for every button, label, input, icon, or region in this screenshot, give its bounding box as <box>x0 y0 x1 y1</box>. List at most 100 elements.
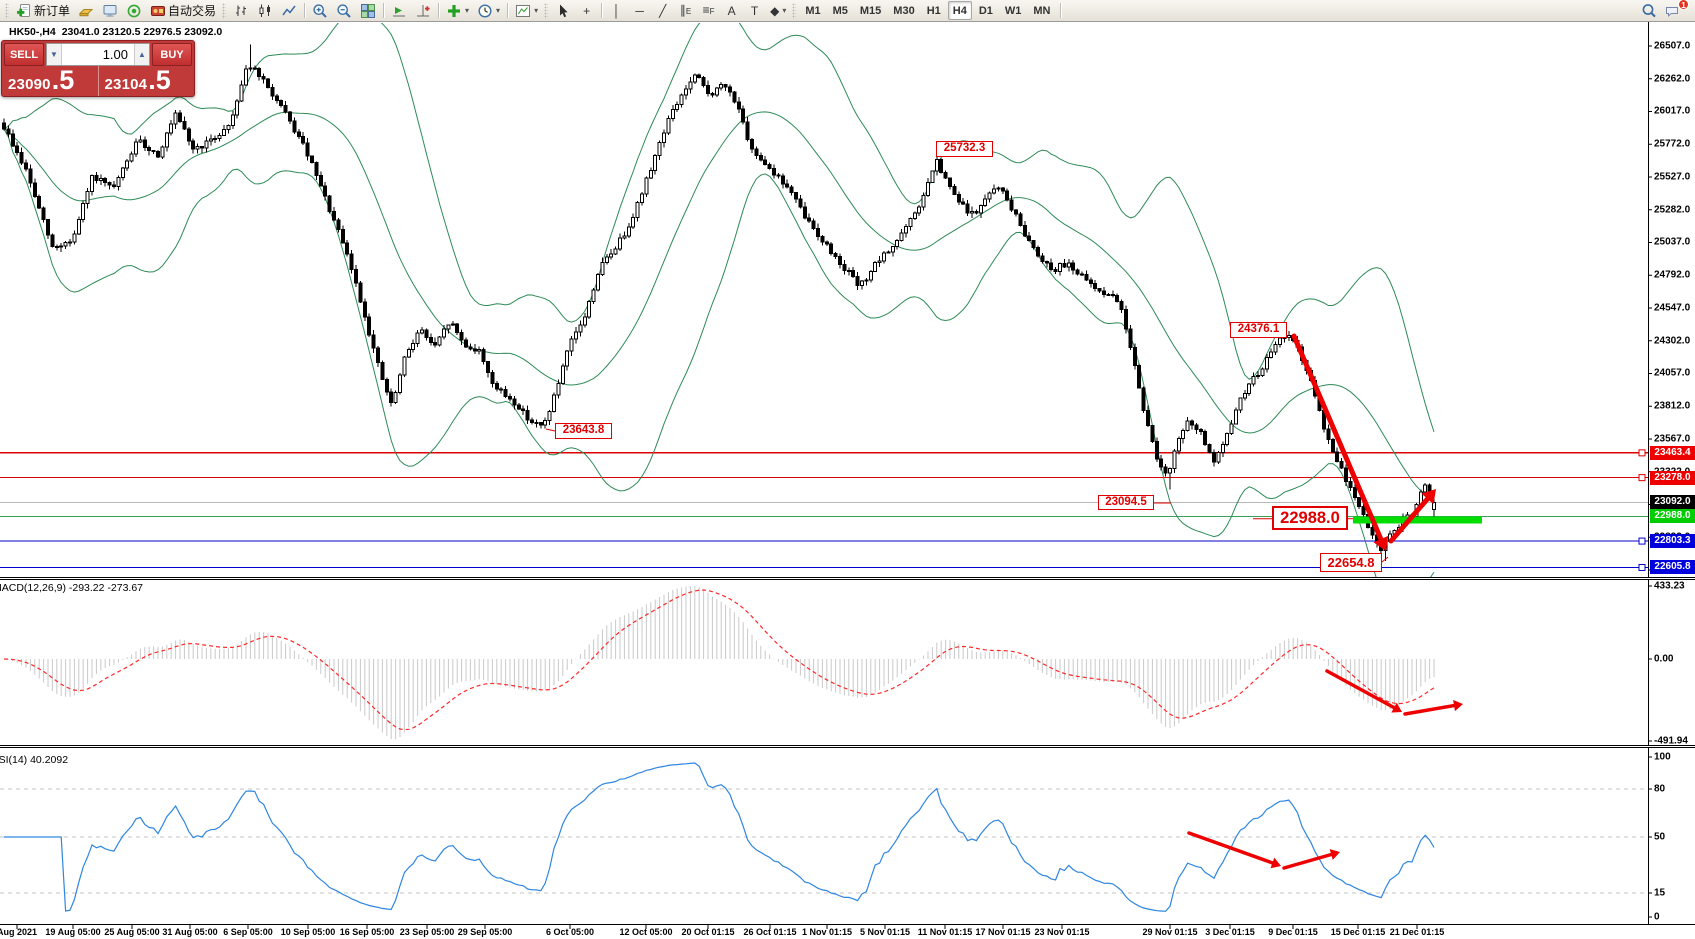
rsi-panel[interactable] <box>0 748 1695 925</box>
toolbar-grip[interactable] <box>792 2 797 19</box>
time-axis-label: 5 Nov 01:15 <box>859 927 911 937</box>
autotrade-icon <box>151 5 166 16</box>
zoom-in-button[interactable] <box>309 1 331 20</box>
time-axis-label: 19 Aug 05:00 <box>45 927 101 937</box>
trendline-icon: ╱ <box>658 3 667 18</box>
candlestick-chart-button[interactable] <box>254 1 276 20</box>
price-axis-tick: 26507.0 <box>1654 40 1691 52</box>
panel-divider[interactable] <box>0 577 1695 580</box>
toolbar-grip[interactable] <box>5 2 9 19</box>
sell-price[interactable]: 23090 .5 <box>8 65 75 95</box>
timeframe-button-h4[interactable]: H4 <box>947 1 972 20</box>
price-annotation[interactable]: 25732.3 <box>936 141 993 157</box>
toolbar-grip[interactable] <box>222 2 227 19</box>
crosshair-icon: + <box>583 3 591 18</box>
chevron-up-icon: ▲ <box>138 50 146 59</box>
horizontal-line-button[interactable]: ─ <box>629 1 650 20</box>
time-axis-label: 25 Aug 05:00 <box>104 927 160 937</box>
price-annotation[interactable]: 22988.0 <box>1272 506 1348 530</box>
signal-icon <box>127 4 141 17</box>
toolbar-right-cluster: 1 <box>1637 0 1689 20</box>
price-level-badge: 23278.0 <box>1650 470 1695 485</box>
main-chart-panel[interactable] <box>0 22 1695 577</box>
ohlc-values: 23041.0 23120.5 22976.5 23092.0 <box>61 26 223 38</box>
buy-button[interactable]: BUY <box>152 43 192 66</box>
macd-panel[interactable] <box>0 580 1695 745</box>
templates-button[interactable]: ▾ <box>512 1 541 20</box>
fibonacci-button[interactable]: ≡F <box>698 1 719 20</box>
rsi-indicator-label: RSI(14) 40.2092 <box>0 754 69 766</box>
brush-icon <box>78 8 94 16</box>
chevron-down-icon: ▾ <box>465 6 470 15</box>
channel-button[interactable]: ∥E <box>675 1 696 20</box>
text-button[interactable]: A <box>721 1 742 20</box>
chart-ohlc-header: HK50-,H4 23041.0 23120.5 22976.5 23092.0 <box>9 26 228 38</box>
indicators-button[interactable]: ▾ <box>443 1 472 20</box>
sell-button[interactable]: SELL <box>4 43 44 66</box>
timeframe-button-mn[interactable]: MN <box>1033 4 1051 17</box>
search-button[interactable] <box>1638 1 1660 20</box>
styles-button[interactable] <box>75 1 97 20</box>
time-axis-label: 26 Oct 01:15 <box>743 927 797 937</box>
timeframe-button-m1[interactable]: M1 <box>805 4 821 17</box>
timeframe-button-h1[interactable]: H1 <box>926 4 941 17</box>
timeframe-button-d1[interactable]: D1 <box>978 4 993 17</box>
zoom-out-icon <box>337 3 351 18</box>
indicator-add-icon <box>448 4 461 17</box>
volume-control: ▼ 1.00 ▲ <box>46 43 150 66</box>
auto-scroll-button[interactable] <box>388 1 410 20</box>
monitor-icon <box>103 4 117 17</box>
bar-chart-button[interactable] <box>230 1 252 20</box>
time-axis-label: 1 Nov 01:15 <box>801 927 853 937</box>
text-icon: A <box>727 3 736 18</box>
time-axis-label: 23 Sep 05:00 <box>399 927 455 937</box>
line-chart-button[interactable] <box>278 1 300 20</box>
price-axis-tick: 25282.0 <box>1654 204 1691 216</box>
notification-badge: 1 <box>1678 0 1689 10</box>
price-level-badge: 22988.0 <box>1650 509 1695 524</box>
panel-divider[interactable] <box>0 745 1695 748</box>
crosshair-button[interactable]: + <box>576 1 597 20</box>
auto-trading-button[interactable]: 自动交易 <box>147 1 219 20</box>
buy-price[interactable]: 23104 .5 <box>97 66 195 96</box>
arrows-button[interactable]: ◆ ▾ <box>767 1 789 20</box>
text-label-icon: T <box>750 3 759 18</box>
price-axis-tick: 25772.0 <box>1654 138 1691 150</box>
time-axis-label: Aug 2021 <box>0 927 38 937</box>
new-order-button[interactable]: 新订单 <box>13 1 73 20</box>
time-axis[interactable] <box>0 926 1695 939</box>
timeframe-button-m30[interactable]: M30 <box>893 4 915 17</box>
toolbar-separator <box>601 3 603 18</box>
chart-shift-button[interactable] <box>412 1 434 20</box>
chat-icon <box>1666 6 1678 17</box>
price-axis-tick: 26262.0 <box>1654 73 1691 85</box>
toolbar-separator <box>438 3 440 18</box>
volume-increase-button[interactable]: ▲ <box>134 44 149 65</box>
signals-button[interactable] <box>123 1 145 20</box>
tile-windows-button[interactable] <box>357 1 379 20</box>
timeframe-button-m5[interactable]: M5 <box>832 4 848 17</box>
toolbar-grip[interactable] <box>544 2 549 19</box>
zoom-out-button[interactable] <box>333 1 355 20</box>
price-annotation[interactable]: 24376.1 <box>1230 322 1287 338</box>
price-axis-tick: 23812.0 <box>1654 400 1691 412</box>
text-label-button[interactable]: T <box>744 1 765 20</box>
price-annotation[interactable]: 23643.8 <box>555 423 612 439</box>
volume-dropdown-button[interactable]: ▼ <box>47 44 62 65</box>
timeframe-button-w1[interactable]: W1 <box>1004 4 1022 17</box>
timeframe-button-m15[interactable]: M15 <box>859 4 882 17</box>
price-annotation[interactable]: 23094.5 <box>1098 495 1154 510</box>
notifications-button[interactable]: 1 <box>1662 0 1689 20</box>
vertical-line-button[interactable]: │ <box>606 1 627 20</box>
periods-button[interactable]: ▾ <box>474 1 503 20</box>
price-level-badge: 23463.4 <box>1650 445 1695 460</box>
trendline-button[interactable]: ╱ <box>652 1 673 20</box>
auto-scroll-icon <box>393 6 406 16</box>
template-icon <box>516 4 531 17</box>
cursor-button[interactable] <box>552 1 574 20</box>
volume-input[interactable]: 1.00 <box>102 47 128 62</box>
clock-icon <box>478 3 492 18</box>
price-annotation[interactable]: 22654.8 <box>1320 553 1382 572</box>
toolbar-separator <box>304 3 306 18</box>
market-watch-button[interactable] <box>99 1 121 20</box>
